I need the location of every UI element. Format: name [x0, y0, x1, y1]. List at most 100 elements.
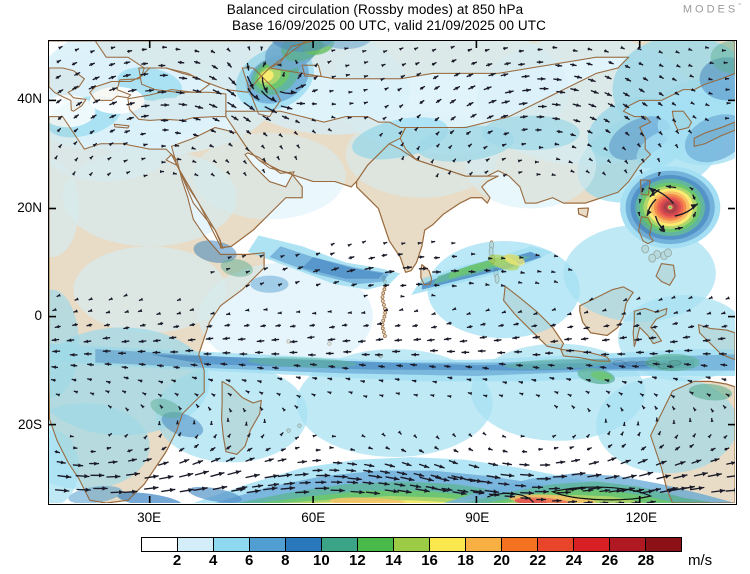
wind-arrow-head: [602, 308, 607, 312]
wind-arrow-head: [565, 490, 571, 495]
wind-arrow-head: [660, 228, 665, 232]
wind-arrow-head: [468, 432, 472, 437]
wind-arrow-head: [337, 460, 342, 465]
wind-arrow-head: [668, 488, 674, 493]
wind-arrow-head: [600, 365, 605, 370]
wind-arrow-head: [545, 351, 550, 355]
wind-arrow-head: [436, 99, 441, 103]
wind-arrow-head: [122, 339, 127, 344]
wind-arrow-head: [258, 484, 263, 489]
wind-arrow-head: [536, 172, 540, 176]
wind-arrow-head: [279, 432, 283, 437]
wind-arrow-head: [149, 88, 154, 93]
wind-arrow-head: [169, 335, 174, 340]
speed-contour-band: [49, 159, 79, 258]
wind-arrow-head: [658, 63, 663, 67]
wind-arrow-head: [587, 447, 592, 451]
wind-arrow-head: [57, 293, 61, 297]
wind-arrow-head: [675, 447, 680, 451]
wind-arrow-head: [171, 379, 176, 383]
wind-arrow-head: [286, 105, 292, 110]
colorbar-tick: 22: [529, 552, 547, 569]
wind-arrow-head: [534, 160, 539, 164]
wind-arrow-head: [294, 437, 299, 441]
wind-arrow-head: [413, 47, 418, 51]
wind-arrow-head: [400, 156, 404, 161]
wind-arrow-head: [196, 404, 200, 409]
wind-arrow-head: [260, 324, 265, 328]
wind-arrow-head: [705, 102, 709, 106]
speed-contour-band: [688, 383, 733, 401]
wind-arrow-head: [704, 45, 709, 49]
wind-arrow-head: [541, 497, 546, 502]
speed-contour-band: [62, 149, 237, 247]
wind-arrow-head: [245, 271, 250, 274]
wind-arrow-head: [249, 83, 254, 89]
wind-arrow-head: [384, 105, 389, 109]
wind-arrow-head: [552, 307, 557, 311]
wind-arrow-head: [143, 62, 148, 66]
wind-arrow-head: [300, 101, 305, 106]
wind-arrow-head: [500, 283, 505, 287]
wind-arrow-head: [572, 63, 577, 67]
wind-arrow-head: [431, 240, 435, 244]
colorbar-tick: 12: [349, 552, 366, 569]
wind-arrow-head: [536, 394, 541, 398]
wind-arrow-head: [503, 73, 508, 77]
wind-arrow-head: [483, 146, 487, 150]
wind-arrow-head: [466, 131, 471, 136]
wind-arrow-head: [488, 115, 493, 119]
colorbar-tick: 16: [421, 552, 438, 569]
wind-arrow-head: [502, 310, 507, 314]
wind-arrow-head: [725, 88, 730, 92]
wind-arrow-head: [589, 297, 594, 301]
wind-arrow-head: [448, 376, 452, 380]
wind-arrow-head: [519, 392, 524, 396]
wind-arrow-head: [71, 363, 76, 368]
wind-arrow-head: [564, 337, 570, 341]
wind-arrow-head: [704, 117, 709, 121]
wind-arrow-head: [246, 65, 250, 70]
wind-arrow-head: [125, 309, 129, 313]
wind-arrow-head: [658, 49, 663, 53]
wind-arrow-head: [194, 444, 199, 449]
wind-arrow-head: [462, 350, 466, 355]
speed-contour-band: [193, 240, 237, 263]
wind-arrow-head: [602, 338, 607, 342]
wind-arrow-head: [490, 73, 496, 77]
wind-arrow-head: [382, 117, 386, 121]
wind-arrow-head: [262, 157, 266, 162]
wind-arrow-head: [439, 464, 445, 469]
wind-arrow-head: [112, 460, 117, 465]
wind-arrow-head: [260, 46, 264, 50]
wind-arrow-head: [307, 335, 312, 340]
wind-arrow-head: [186, 348, 190, 353]
wind-arrow-head: [509, 494, 515, 499]
wind-arrow-head: [241, 255, 246, 259]
wind-arrow-head: [396, 392, 400, 396]
wind-arrow-head: [278, 311, 282, 315]
wind-arrow-head: [298, 73, 302, 78]
wind-arrow-head: [721, 363, 725, 367]
wind-arrow-head: [503, 114, 508, 119]
wind-arrow-head: [169, 488, 175, 493]
wind-arrow-head: [228, 142, 232, 146]
wind-arrow-head: [342, 366, 347, 371]
wind-arrow-head: [698, 486, 704, 491]
wind-arrow-head: [486, 86, 491, 91]
wind-arrow-head: [310, 323, 314, 327]
colorbar-segment: [430, 538, 466, 551]
colorbar-segment: [358, 538, 394, 551]
colorbar-tick: 2: [172, 552, 182, 569]
wind-arrow-head: [327, 61, 331, 65]
wind-arrow-head: [537, 128, 541, 132]
wind-arrow-head: [469, 281, 474, 285]
wind-arrow-head: [692, 212, 696, 217]
wind-arrow-head: [575, 118, 580, 123]
wind-arrow-head: [734, 488, 735, 493]
coastline: [650, 380, 735, 503]
wind-arrow-head: [560, 90, 565, 94]
wind-arrow-head: [709, 61, 714, 65]
wind-arrow-head: [191, 146, 196, 150]
wind-arrow-head: [432, 311, 436, 315]
